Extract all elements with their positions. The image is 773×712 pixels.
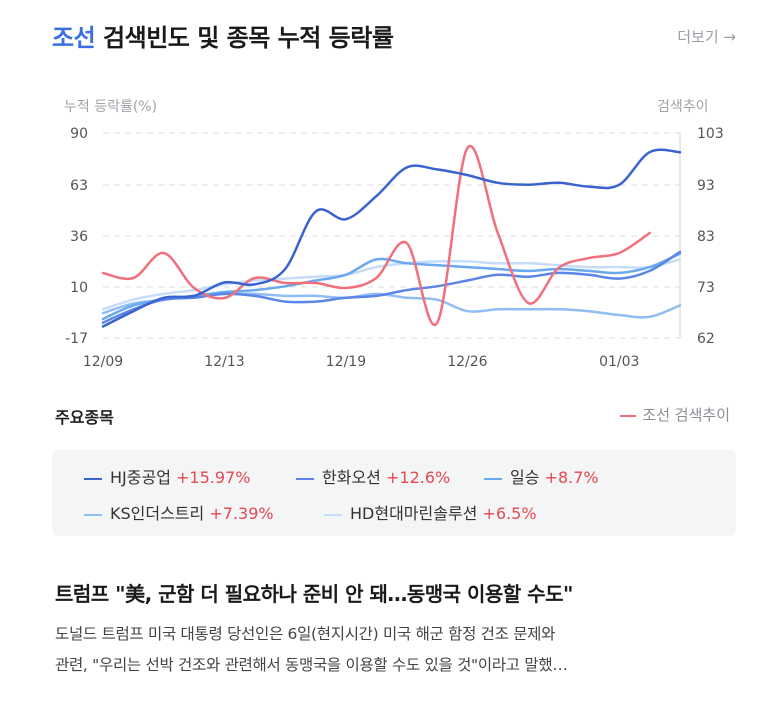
legend-swatch xyxy=(324,513,342,516)
stock-change: +15.97% xyxy=(176,468,251,487)
stock-change: +6.5% xyxy=(482,504,537,523)
series-line xyxy=(101,252,682,321)
search-trend-label: 조선 검색추이 xyxy=(642,406,730,424)
stock-change: +7.39% xyxy=(209,504,274,523)
right-axis-title: 검색추이 xyxy=(657,99,709,115)
news-summary: 도널드 트럼프 미국 대통령 당선인은 6일(현지시간) 미국 해군 함정 건조… xyxy=(55,619,745,681)
left-axis-title: 누적 등락률(%) xyxy=(64,99,158,115)
more-link[interactable]: 더보기 → xyxy=(677,28,736,46)
header: 조선 검색빈도 및 종목 누적 등락률 더보기 → xyxy=(52,18,742,58)
news-title[interactable]: 트럼프 "美, 군함 더 필요하나 준비 안 돼…동맹국 이용할 수도" xyxy=(55,582,573,606)
stock-item-2[interactable]: 일승 +8.7% xyxy=(484,464,599,488)
legend-swatch xyxy=(484,477,502,480)
x-tick-label: 12/09 xyxy=(83,354,123,370)
keyword: 조선 xyxy=(52,24,96,52)
right-tick-label: 83 xyxy=(697,229,715,245)
series-line xyxy=(101,250,682,324)
left-tick-label: 63 xyxy=(70,178,88,194)
x-tick-label: 12/13 xyxy=(204,354,244,370)
news-summary-line: 관련, "우리는 선박 건조와 관련해서 동맹국을 이용할 수도 있을 것"이라… xyxy=(55,656,568,674)
stock-item-1[interactable]: 한화오션 +12.6% xyxy=(296,464,450,488)
search-trend-legend: 조선 검색추이 xyxy=(620,404,730,425)
search-trend-swatch xyxy=(620,414,637,417)
legend-swatch xyxy=(84,477,102,480)
stock-name: KS인더스트리 xyxy=(110,504,205,523)
stock-item-4[interactable]: HD현대마린솔루션 +6.5% xyxy=(324,500,537,524)
left-tick-label: -17 xyxy=(65,331,88,347)
x-tick-label: 01/03 xyxy=(599,354,639,370)
x-tick-label: 12/19 xyxy=(326,354,366,370)
stock-name: 일승 xyxy=(510,468,540,487)
page-title: 조선 검색빈도 및 종목 누적 등락률 xyxy=(52,18,394,53)
series-line xyxy=(101,144,651,327)
news-item: 트럼프 "美, 군함 더 필요하나 준비 안 돼…동맹국 이용할 수도" 도널드… xyxy=(55,578,745,681)
stock-item-0[interactable]: HJ중공업 +15.97% xyxy=(84,464,250,488)
stock-name: HD현대마린솔루션 xyxy=(350,504,478,523)
stock-name: 한화오션 xyxy=(322,468,381,487)
right-tick-label: 93 xyxy=(697,178,715,194)
right-tick-label: 62 xyxy=(697,331,715,347)
stock-item-3[interactable]: KS인더스트리 +7.39% xyxy=(84,500,274,524)
right-tick-label: 103 xyxy=(697,126,724,142)
series-line xyxy=(101,148,682,328)
stocks-section-title: 주요종목 xyxy=(55,408,114,427)
right-tick-label: 73 xyxy=(697,280,715,296)
stock-list: HJ중공업 +15.97% 한화오션 +12.6% 일승 +8.7% KS인더스… xyxy=(52,450,736,536)
left-tick-label: 10 xyxy=(70,280,88,296)
legend-swatch xyxy=(84,513,102,516)
title-text: 검색빈도 및 종목 누적 등락률 xyxy=(103,24,394,52)
stock-change: +8.7% xyxy=(544,468,599,487)
left-tick-label: 90 xyxy=(70,126,88,142)
stocks-section-header: 주요종목 조선 검색추이 xyxy=(52,404,736,430)
left-tick-label: 36 xyxy=(70,229,88,245)
stock-change: +12.6% xyxy=(385,468,451,487)
legend-swatch xyxy=(296,477,314,480)
x-tick-label: 12/26 xyxy=(447,354,487,370)
stock-name: HJ중공업 xyxy=(110,468,171,487)
news-summary-line: 도널드 트럼프 미국 대통령 당선인은 6일(현지시간) 미국 해군 함정 건조… xyxy=(55,625,556,643)
